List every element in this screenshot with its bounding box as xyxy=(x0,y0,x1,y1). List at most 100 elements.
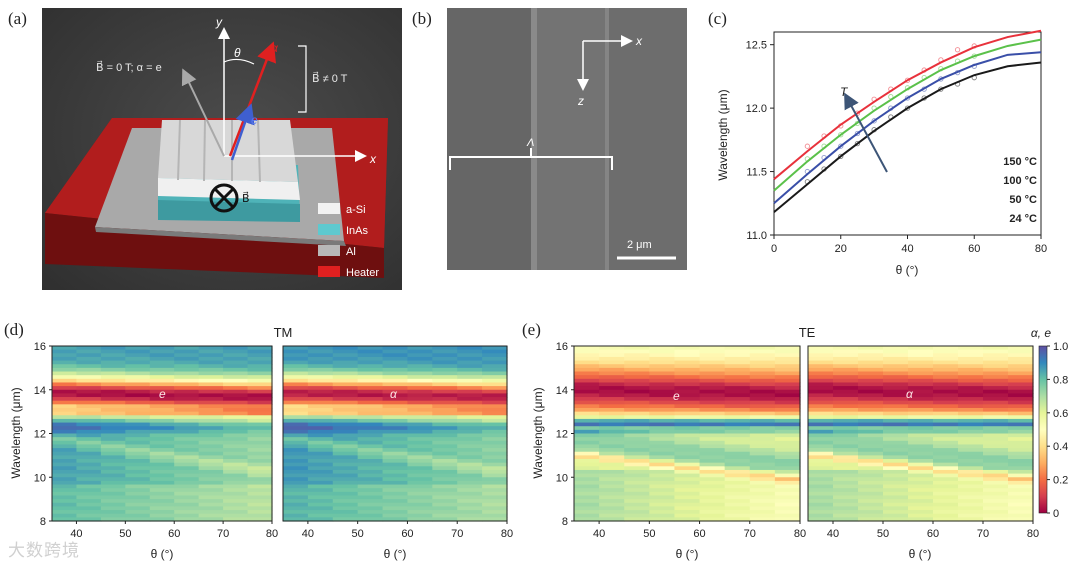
heatmap-cell xyxy=(858,400,884,405)
heatmap-cell xyxy=(198,349,224,354)
heatmap-cell xyxy=(808,393,834,398)
heatmap-cell xyxy=(699,455,726,460)
heatmap-cell xyxy=(223,484,249,489)
heatmap-cell xyxy=(407,415,433,420)
heatmap-cell xyxy=(125,444,151,449)
heatmap-cell xyxy=(357,462,384,467)
heatmap-cell xyxy=(407,411,433,416)
heatmap-cell xyxy=(432,484,458,489)
heatmap-cell xyxy=(649,469,676,475)
heatmap-cell xyxy=(198,484,224,489)
heatmap-cell xyxy=(1008,502,1034,508)
heatmap-cell xyxy=(332,451,359,456)
heatmap-cell xyxy=(958,429,984,435)
heatmap-cell xyxy=(307,353,334,358)
heatmap-cell xyxy=(125,407,151,413)
colorbar-tick-label: 0 xyxy=(1053,508,1059,520)
heatmap-cell xyxy=(382,356,409,362)
heatmap-cell xyxy=(699,367,726,373)
heatmap-cell xyxy=(482,517,508,522)
heatmap-cell xyxy=(283,346,309,351)
heatmap-cell xyxy=(883,477,909,482)
heatmap-cell xyxy=(174,451,200,456)
heatmap-cell xyxy=(247,455,273,460)
series-marker xyxy=(921,86,927,92)
heatmap-cell xyxy=(357,433,384,438)
heatmap-cell xyxy=(357,510,384,515)
heatmap-cell xyxy=(833,455,859,460)
heatmap-cell xyxy=(357,426,384,431)
heatmap-cell xyxy=(724,502,751,508)
heatmap-cell xyxy=(808,484,834,489)
heatmap-cell xyxy=(357,404,384,409)
heatmap-cell xyxy=(149,429,175,435)
heatmap-cell xyxy=(808,466,834,471)
legend-swatch-asi xyxy=(318,203,340,214)
heatmap-cell xyxy=(482,477,508,482)
heatmap-cell xyxy=(223,433,249,438)
heatmap-cell xyxy=(983,356,1009,362)
heatmap-cell xyxy=(833,393,859,398)
heatmap-cell xyxy=(307,491,334,497)
heatmap-cell xyxy=(774,382,801,387)
heatmap-cell xyxy=(52,353,78,358)
heatmap-cell xyxy=(933,404,959,409)
heatmap-cell xyxy=(382,404,409,409)
heatmap-cell xyxy=(100,440,126,446)
heatmap-cell xyxy=(649,484,676,489)
heatmap-cell xyxy=(599,393,625,398)
heatmap-cell xyxy=(983,448,1009,453)
heatmap-cell xyxy=(52,389,78,394)
heatmap-cell xyxy=(223,382,249,387)
series-marker xyxy=(804,179,811,185)
heatmap-cell xyxy=(332,404,359,409)
heatmap-cell xyxy=(174,429,200,435)
heatmap-cell xyxy=(774,353,801,358)
heatmap-cell xyxy=(908,466,934,471)
heatmap-cell xyxy=(457,404,483,409)
heatmap-cell xyxy=(223,451,249,456)
heatmap-cell xyxy=(382,484,409,489)
heatmap-cell xyxy=(649,407,676,413)
heatmap-cell xyxy=(382,477,409,482)
heatmap-cell xyxy=(174,513,200,518)
heatmap-cell xyxy=(599,404,625,409)
heatmap-cell xyxy=(1008,364,1034,369)
heatmap-cell xyxy=(933,386,959,391)
heatmap-cell xyxy=(574,451,600,456)
heatmap-cell xyxy=(599,502,625,508)
heatmap-cell xyxy=(382,382,409,387)
heatmap-cell xyxy=(482,353,508,358)
heatmap-cell xyxy=(149,415,175,420)
heatmap-cell xyxy=(699,495,726,500)
panel-c-lines xyxy=(773,29,1042,213)
heatmap-cell xyxy=(983,437,1009,442)
heatmap-cell xyxy=(357,513,384,518)
heatmap-cell xyxy=(674,437,701,442)
heatmap-cell xyxy=(482,375,508,380)
heat-xtick-label: 50 xyxy=(877,528,889,540)
heatmap-cell xyxy=(858,440,884,446)
heatmap-cell xyxy=(382,451,409,456)
heatmap-cell xyxy=(933,448,959,453)
heatmap-cell xyxy=(149,440,175,446)
heatmap-cell xyxy=(908,437,934,442)
heatmap-cell xyxy=(699,440,726,446)
heatmap-cell xyxy=(699,393,726,398)
heatmap-cell xyxy=(283,389,309,394)
heatmap-cell xyxy=(283,455,309,460)
heatmap-cell xyxy=(883,517,909,522)
heatmap-cell xyxy=(749,491,776,497)
heatmap-cell xyxy=(457,382,483,387)
heat-xtick-label: 40 xyxy=(593,528,605,540)
heatmap-cell xyxy=(382,455,409,460)
heatmap-cell xyxy=(52,400,78,405)
heatmap-cell xyxy=(457,506,483,511)
heatmap-cell xyxy=(958,477,984,482)
heatmap-cell xyxy=(247,517,273,522)
heatmap-cell xyxy=(599,517,625,522)
heatmap-cell xyxy=(983,418,1009,424)
heatmap-cell xyxy=(174,400,200,405)
heatmap-cell xyxy=(649,378,676,384)
